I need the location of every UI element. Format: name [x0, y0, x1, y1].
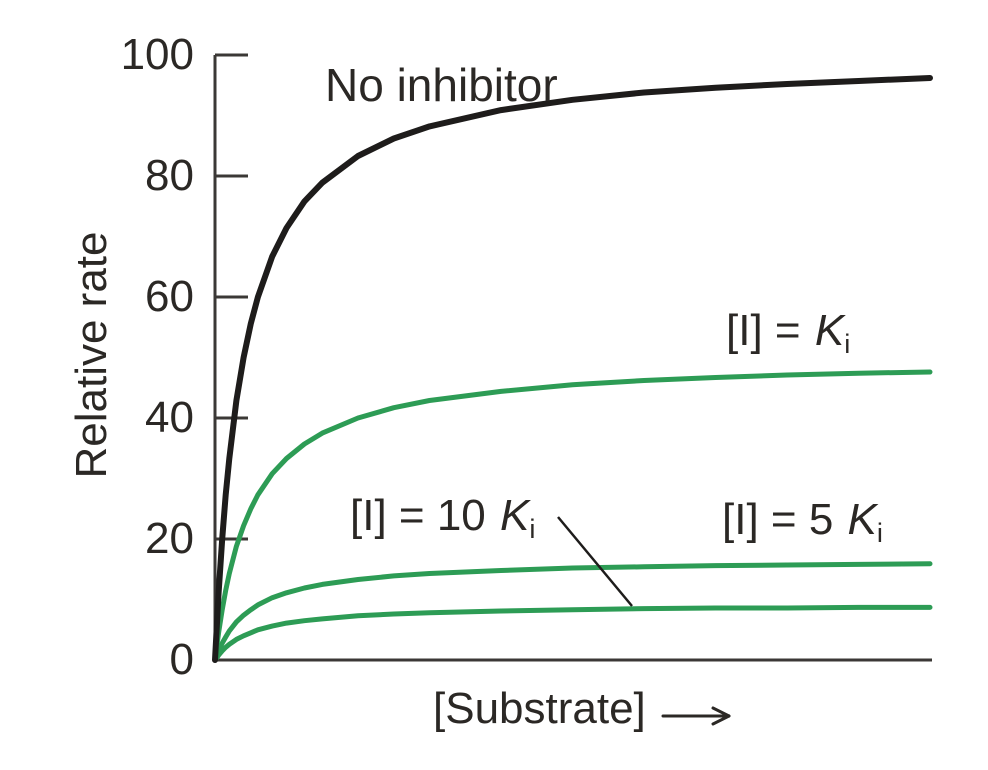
curve-label-no-inhibitor: No inhibitor	[325, 59, 558, 111]
y-tick-label-40: 40	[145, 393, 194, 442]
ki-label-prefix: [I] =	[726, 306, 813, 355]
y-axis-title: Relative rate	[67, 231, 116, 479]
ki-subscript: i	[844, 328, 851, 360]
curve-ki	[212, 369, 933, 663]
ki-symbol: K	[814, 306, 845, 355]
curve-label-ki: [I] = Ki	[726, 306, 850, 358]
ki10-subscript: i	[529, 513, 536, 545]
ki5-subscript: i	[876, 517, 883, 549]
x-axis-title: [Substrate]	[433, 684, 646, 733]
axes	[213, 55, 932, 662]
y-tick-label-60: 60	[145, 272, 194, 321]
x-axis-arrow-icon	[661, 706, 731, 726]
curve-ki5	[212, 561, 933, 663]
y-tick-label-80: 80	[145, 151, 194, 200]
ki10-label-prefix: [I] = 10	[350, 491, 498, 540]
curve-label-ki5: [I] = 5 Ki	[722, 495, 883, 547]
y-tick-label-0: 0	[169, 635, 194, 684]
y-tick-label-100: 100	[120, 30, 194, 79]
curves	[212, 75, 933, 663]
ki10-symbol: K	[499, 491, 530, 540]
y-tick-label-20: 20	[145, 514, 194, 563]
curve-ki10	[212, 604, 933, 663]
curve-no-inhibitor	[212, 75, 933, 663]
ki10-leader-line	[557, 516, 633, 607]
ki5-label-prefix: [I] = 5	[722, 495, 846, 544]
ki5-symbol: K	[847, 495, 877, 544]
curve-label-ki10: [I] = 10 Ki	[350, 491, 535, 543]
